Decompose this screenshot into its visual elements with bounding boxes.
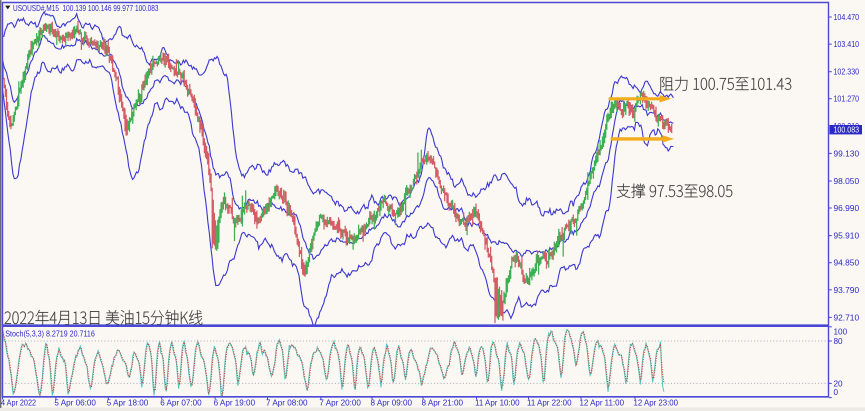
svg-text:95.910: 95.910 <box>834 232 860 241</box>
svg-text:11 Apr 10:00: 11 Apr 10:00 <box>475 398 520 408</box>
svg-text:Stoch(5,3,3) 8.2719 20.7116: Stoch(5,3,3) 8.2719 20.7116 <box>5 329 95 339</box>
svg-text:96.990: 96.990 <box>834 204 860 213</box>
svg-text:20: 20 <box>834 380 844 389</box>
svg-text:8 Apr 21:00: 8 Apr 21:00 <box>422 398 464 408</box>
svg-text:98.050: 98.050 <box>834 177 860 186</box>
svg-text:12 Apr 23:00: 12 Apr 23:00 <box>634 398 679 408</box>
svg-text:USOUSD#,M15 100.139 100.146 9: USOUSD#,M15 100.139 100.146 99.977 100.0… <box>13 3 159 13</box>
svg-text:12 Apr 11:00: 12 Apr 11:00 <box>580 398 625 408</box>
svg-text:101.270: 101.270 <box>834 95 860 104</box>
svg-text:7 Apr 20:00: 7 Apr 20:00 <box>319 398 361 408</box>
svg-text:100: 100 <box>834 328 848 337</box>
svg-text:6 Apr 07:00: 6 Apr 07:00 <box>160 398 202 408</box>
svg-text:6 Apr 19:00: 6 Apr 19:00 <box>214 398 256 408</box>
svg-text:80: 80 <box>834 337 844 346</box>
svg-text:0: 0 <box>834 388 839 397</box>
svg-text:100.083: 100.083 <box>834 126 860 135</box>
svg-text:103.410: 103.410 <box>834 40 860 49</box>
svg-text:7 Apr 08:00: 7 Apr 08:00 <box>266 398 308 408</box>
svg-text:94.850: 94.850 <box>834 259 860 268</box>
svg-text:5 Apr 06:00: 5 Apr 06:00 <box>54 398 96 408</box>
svg-text:11 Apr 22:00: 11 Apr 22:00 <box>527 398 572 408</box>
svg-text:8 Apr 09:00: 8 Apr 09:00 <box>371 398 413 408</box>
svg-text:93.790: 93.790 <box>834 286 860 295</box>
svg-text:5 Apr 18:00: 5 Apr 18:00 <box>107 398 149 408</box>
svg-text:102.330: 102.330 <box>834 68 860 77</box>
svg-text:99.130: 99.130 <box>834 149 860 158</box>
svg-text:92.710: 92.710 <box>834 313 860 322</box>
svg-text:4 Apr 2022: 4 Apr 2022 <box>1 398 36 408</box>
svg-text:104.470: 104.470 <box>834 13 860 22</box>
